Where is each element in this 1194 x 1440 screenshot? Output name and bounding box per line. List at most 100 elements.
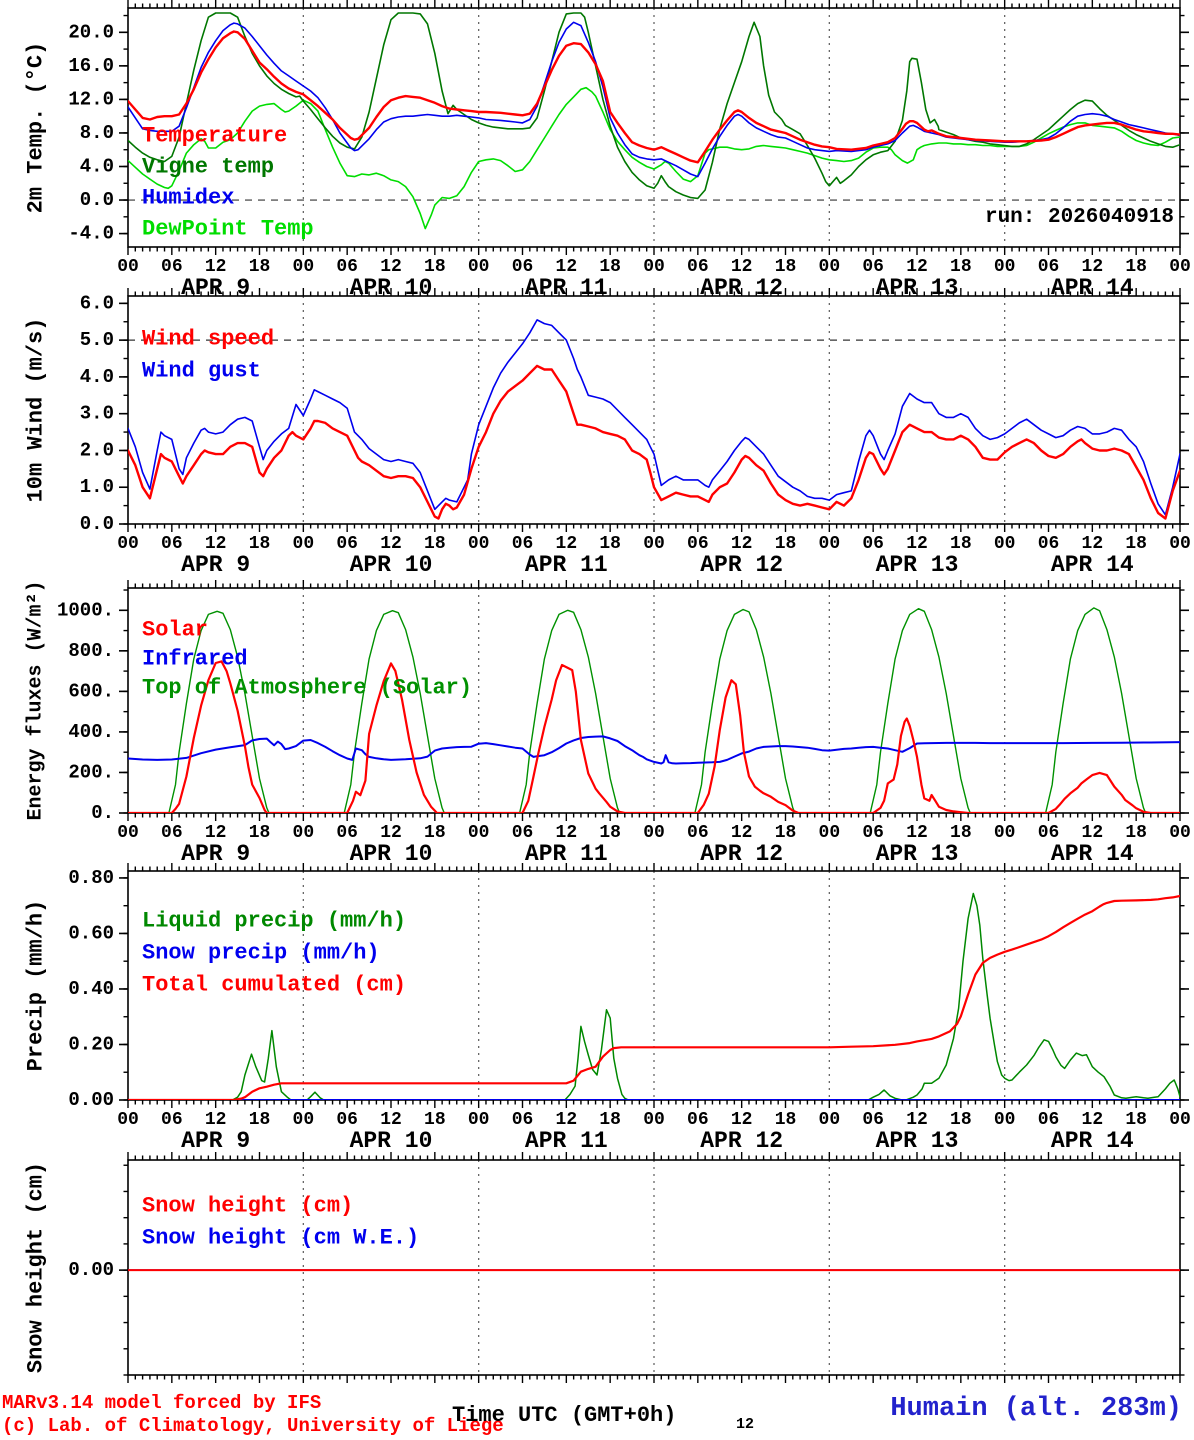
legend-total-cumulated-cm: Total cumulated (cm)	[142, 973, 406, 998]
day-label: APR 11	[525, 1128, 608, 1154]
y-tick-label: 600.	[68, 680, 114, 702]
y-tick-label: 800.	[68, 640, 114, 662]
snow-panel: 0.00 Snow height (cm) Snow height (cm) Snow…	[24, 1152, 1189, 1383]
day-label: APR 9	[181, 841, 250, 867]
hour-label: 00	[643, 1110, 665, 1130]
hour-label: 06	[512, 823, 534, 843]
y-tick-label: -4.0	[68, 223, 114, 245]
hour-label: 12	[731, 257, 753, 277]
hour-label: 00	[468, 823, 490, 843]
hour-label: 00	[819, 257, 841, 277]
y-axis-title-temperature-panel: 2m Temp. (°C)	[24, 42, 49, 214]
day-label: APR 12	[700, 841, 783, 867]
day-label: APR 13	[876, 1128, 959, 1154]
day-label: APR 14	[1051, 841, 1134, 867]
hour-label: 00	[293, 1110, 315, 1130]
y-tick-label: 5.0	[80, 329, 114, 351]
hour-label: 00	[994, 823, 1016, 843]
legend-humidex: Humidex	[142, 186, 234, 211]
hour-label: 00	[1169, 823, 1191, 843]
legend-snow-precip-mm-h: Snow precip (mm/h)	[142, 941, 380, 966]
hour-label: 06	[161, 257, 183, 277]
hour-label: 12	[1082, 823, 1104, 843]
hour-label: 00	[293, 534, 315, 554]
hour-label: 06	[687, 823, 709, 843]
day-label: APR 11	[525, 552, 608, 578]
energy-panel: 0. 200. 400. 600. 800. 1000. 00 06 12 18 00 06 12 18 0…	[25, 580, 1191, 867]
hour-label: 18	[1125, 823, 1147, 843]
y-axis-title-precip-panel: Precip (mm/h)	[24, 900, 49, 1072]
hour-label: 00	[819, 823, 841, 843]
panel-frame	[127, 295, 1181, 525]
hour-label: 00	[994, 1110, 1016, 1130]
day-label: APR 14	[1051, 1128, 1134, 1154]
y-axis-title-wind-panel: 10m Wind (m/s)	[24, 318, 49, 503]
model-credit-line1: MARv3.14 model forced by IFS	[2, 1392, 322, 1414]
day-label: APR 12	[700, 1128, 783, 1154]
hour-label: 06	[512, 1110, 534, 1130]
hour-label: 00	[643, 823, 665, 843]
series-solar-line	[128, 660, 1180, 813]
model-credit-line2: (c) Lab. of Climatology, University of L…	[2, 1415, 504, 1437]
day-label: APR 13	[876, 552, 959, 578]
precip-panel: 0.00 0.20 0.40 0.60 0.80 00 06 12 18 00 06 12 18 00 06…	[24, 863, 1191, 1154]
hour-label: 06	[1038, 823, 1060, 843]
hour-label: 18	[249, 534, 271, 554]
series-temperature-line	[128, 30, 1180, 164]
hour-label: 18	[950, 257, 972, 277]
hour-label: 06	[512, 257, 534, 277]
hour-label: 00	[1169, 1110, 1191, 1130]
y-tick-label: 20.0	[68, 21, 114, 43]
hour-label: 12	[906, 257, 928, 277]
hour-label: 06	[862, 534, 884, 554]
hour-label: 06	[161, 534, 183, 554]
hour-label: 00	[468, 534, 490, 554]
legend-liquid-precip-mm-h: Liquid precip (mm/h)	[142, 909, 406, 934]
day-label: APR 9	[181, 1128, 250, 1154]
legend-infrared: Infrared	[142, 647, 248, 672]
y-tick-label: 16.0	[68, 55, 114, 77]
series-vigne-temp-line	[128, 12, 1180, 200]
hour-label: 00	[293, 823, 315, 843]
hour-label: 12	[906, 823, 928, 843]
hour-label: 18	[1125, 257, 1147, 277]
hour-label: 18	[950, 1110, 972, 1130]
hour-label: 12	[556, 257, 578, 277]
hour-label: 12	[556, 1110, 578, 1130]
hour-label: 00	[468, 257, 490, 277]
day-label: APR 12	[700, 552, 783, 578]
hour-label: 18	[249, 823, 271, 843]
hour-label: 06	[1038, 534, 1060, 554]
hour-label: 18	[599, 823, 621, 843]
legend-wind-gust: Wind gust	[142, 359, 261, 384]
hour-label: 12	[1082, 534, 1104, 554]
hour-label: 12	[205, 1110, 227, 1130]
hour-label: 06	[336, 823, 358, 843]
hour-label: 18	[950, 534, 972, 554]
hour-label: 12	[731, 823, 753, 843]
hour-label: 12	[380, 257, 402, 277]
series-infrared-line	[128, 735, 1180, 765]
legend-snow-height-cm: Snow height (cm)	[142, 1194, 353, 1219]
y-tick-label: 1.0	[80, 476, 114, 498]
hour-label: 00	[117, 1110, 139, 1130]
hour-label: 06	[336, 1110, 358, 1130]
hour-label: 18	[775, 1110, 797, 1130]
hour-label: 12	[1082, 1110, 1104, 1130]
y-tick-label: 0.0	[80, 189, 114, 211]
hour-label: 06	[862, 257, 884, 277]
legend-wind-speed: Wind speed	[142, 327, 274, 352]
day-label: APR 13	[876, 841, 959, 867]
series-wind-gust-line	[128, 319, 1180, 516]
hour-label: 12	[906, 1110, 928, 1130]
hour-label: 06	[336, 534, 358, 554]
hour-label: 12	[380, 534, 402, 554]
hour-label: 18	[424, 823, 446, 843]
hour-label: 00	[117, 823, 139, 843]
hour-label: 18	[775, 534, 797, 554]
y-axis-title-snow-panel: Snow height (cm)	[24, 1162, 49, 1373]
hour-label: 00	[468, 1110, 490, 1130]
hour-label: 06	[1038, 257, 1060, 277]
hour-label: 00	[1169, 257, 1191, 277]
